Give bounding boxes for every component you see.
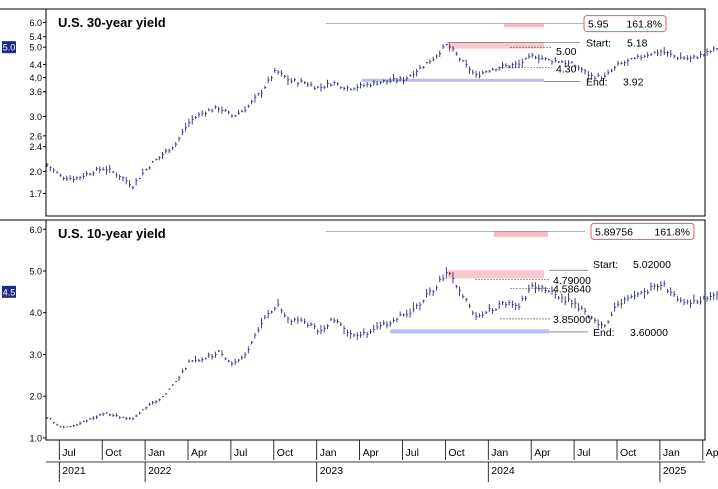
- y-tick-label: 2.0: [29, 392, 42, 402]
- chart-title: U.S. 30-year yield: [58, 15, 166, 30]
- lower-blue-band: [390, 329, 549, 334]
- current-value-label: 4.5: [3, 287, 16, 297]
- month-label: Apr: [534, 447, 551, 459]
- level_1-label: 4.79000: [553, 275, 591, 287]
- start-label: Start:: [593, 259, 618, 271]
- panel-frames: [0, 8, 706, 441]
- target-pct-label: 161.8%: [654, 226, 690, 238]
- month-label: Jul: [234, 447, 247, 459]
- upper-pink-band: [447, 270, 544, 279]
- mid-level-label: 4.30: [556, 64, 577, 76]
- y-tick-label: 4.0: [29, 73, 42, 83]
- y-tick-label: 5.4: [29, 32, 42, 42]
- end-label: End:: [593, 327, 615, 339]
- guide-lines: [326, 23, 588, 333]
- end-value: 3.60000: [630, 327, 668, 339]
- month-label: Jul: [577, 447, 590, 459]
- chart-title: U.S. 10-year yield: [58, 226, 166, 241]
- target-band: [494, 231, 548, 237]
- target-pct-label: 161.8%: [626, 19, 662, 31]
- y-tick-label: 2.0: [29, 167, 42, 177]
- current-value-label: 5.0: [3, 43, 16, 53]
- time-axis: Jul Oct Jan Apr Jul Oct Jan Apr Jul Oct Jan Apr Jul O…: [46, 440, 718, 482]
- y-tick-label: 4.0: [29, 308, 42, 318]
- y-tick-label: 5.0: [29, 266, 42, 276]
- month-label: Jan: [148, 447, 165, 459]
- year-label: 2022: [148, 465, 172, 477]
- start-label: Start:: [586, 37, 611, 49]
- y-tick-label: 3.0: [29, 350, 42, 360]
- y-tick-label: 2.6: [29, 131, 42, 141]
- current-value-badge: [2, 285, 16, 298]
- level_3-label: 3.85000: [553, 314, 591, 326]
- year-label: 2024: [491, 465, 515, 477]
- end-value: 3.92: [623, 77, 644, 89]
- year-label: 2023: [320, 465, 344, 477]
- upper-level-label: 5.00: [556, 46, 577, 58]
- y-tick-label: 4.4: [29, 60, 42, 70]
- level_2-label: 4.58640: [553, 283, 591, 295]
- y-tick-label: 6.0: [29, 225, 42, 235]
- year-label: 2025: [663, 465, 687, 477]
- start-value: 5.18: [627, 37, 648, 49]
- lower-blue-band: [361, 78, 544, 82]
- target-box: [590, 222, 695, 240]
- y-tick-label: 3.6: [29, 87, 42, 97]
- target-box: [583, 15, 667, 33]
- target-level-label: 5.89756: [595, 226, 633, 238]
- price-bars: [46, 43, 718, 429]
- month-label: Apr: [191, 447, 208, 459]
- level-bands: [361, 23, 549, 334]
- month-label: Apr: [706, 447, 718, 459]
- annotation-labels: 5.0 U.S. 30-year yield 5.95 161.8% Start: 5.1…: [2, 15, 695, 339]
- month-label: Jul: [62, 447, 75, 459]
- month-label: Jan: [663, 447, 680, 459]
- y-tick-label: 6.0: [29, 18, 42, 28]
- month-label: Jul: [406, 447, 419, 459]
- start-value: 5.02000: [633, 259, 671, 271]
- month-label: Apr: [363, 447, 380, 459]
- y-ticks: 6.05.45.04.44.03.63.02.62.42.01.76.05.04…: [29, 18, 46, 443]
- y-tick-label: 1.7: [29, 189, 42, 199]
- upper-pink-band: [447, 42, 544, 49]
- target-level-label: 5.95: [588, 19, 609, 31]
- month-label: Jan: [320, 447, 337, 459]
- month-label: Jan: [491, 447, 508, 459]
- month-label: Oct: [448, 447, 464, 459]
- year-label: 2021: [62, 465, 86, 477]
- panel-frame: [45, 219, 706, 441]
- month-label: Oct: [105, 447, 121, 459]
- y-tick-label: 2.4: [29, 142, 42, 152]
- month-label: Oct: [620, 447, 636, 459]
- target-band: [504, 23, 544, 28]
- end-label: End:: [586, 77, 608, 89]
- y-tick-label: 3.0: [29, 112, 42, 122]
- y-tick-label: 1.0: [29, 433, 42, 443]
- panel-frame: [45, 8, 706, 217]
- month-label: Oct: [277, 447, 293, 459]
- current-value-badge: [2, 41, 16, 54]
- y-tick-label: 5.0: [29, 43, 42, 53]
